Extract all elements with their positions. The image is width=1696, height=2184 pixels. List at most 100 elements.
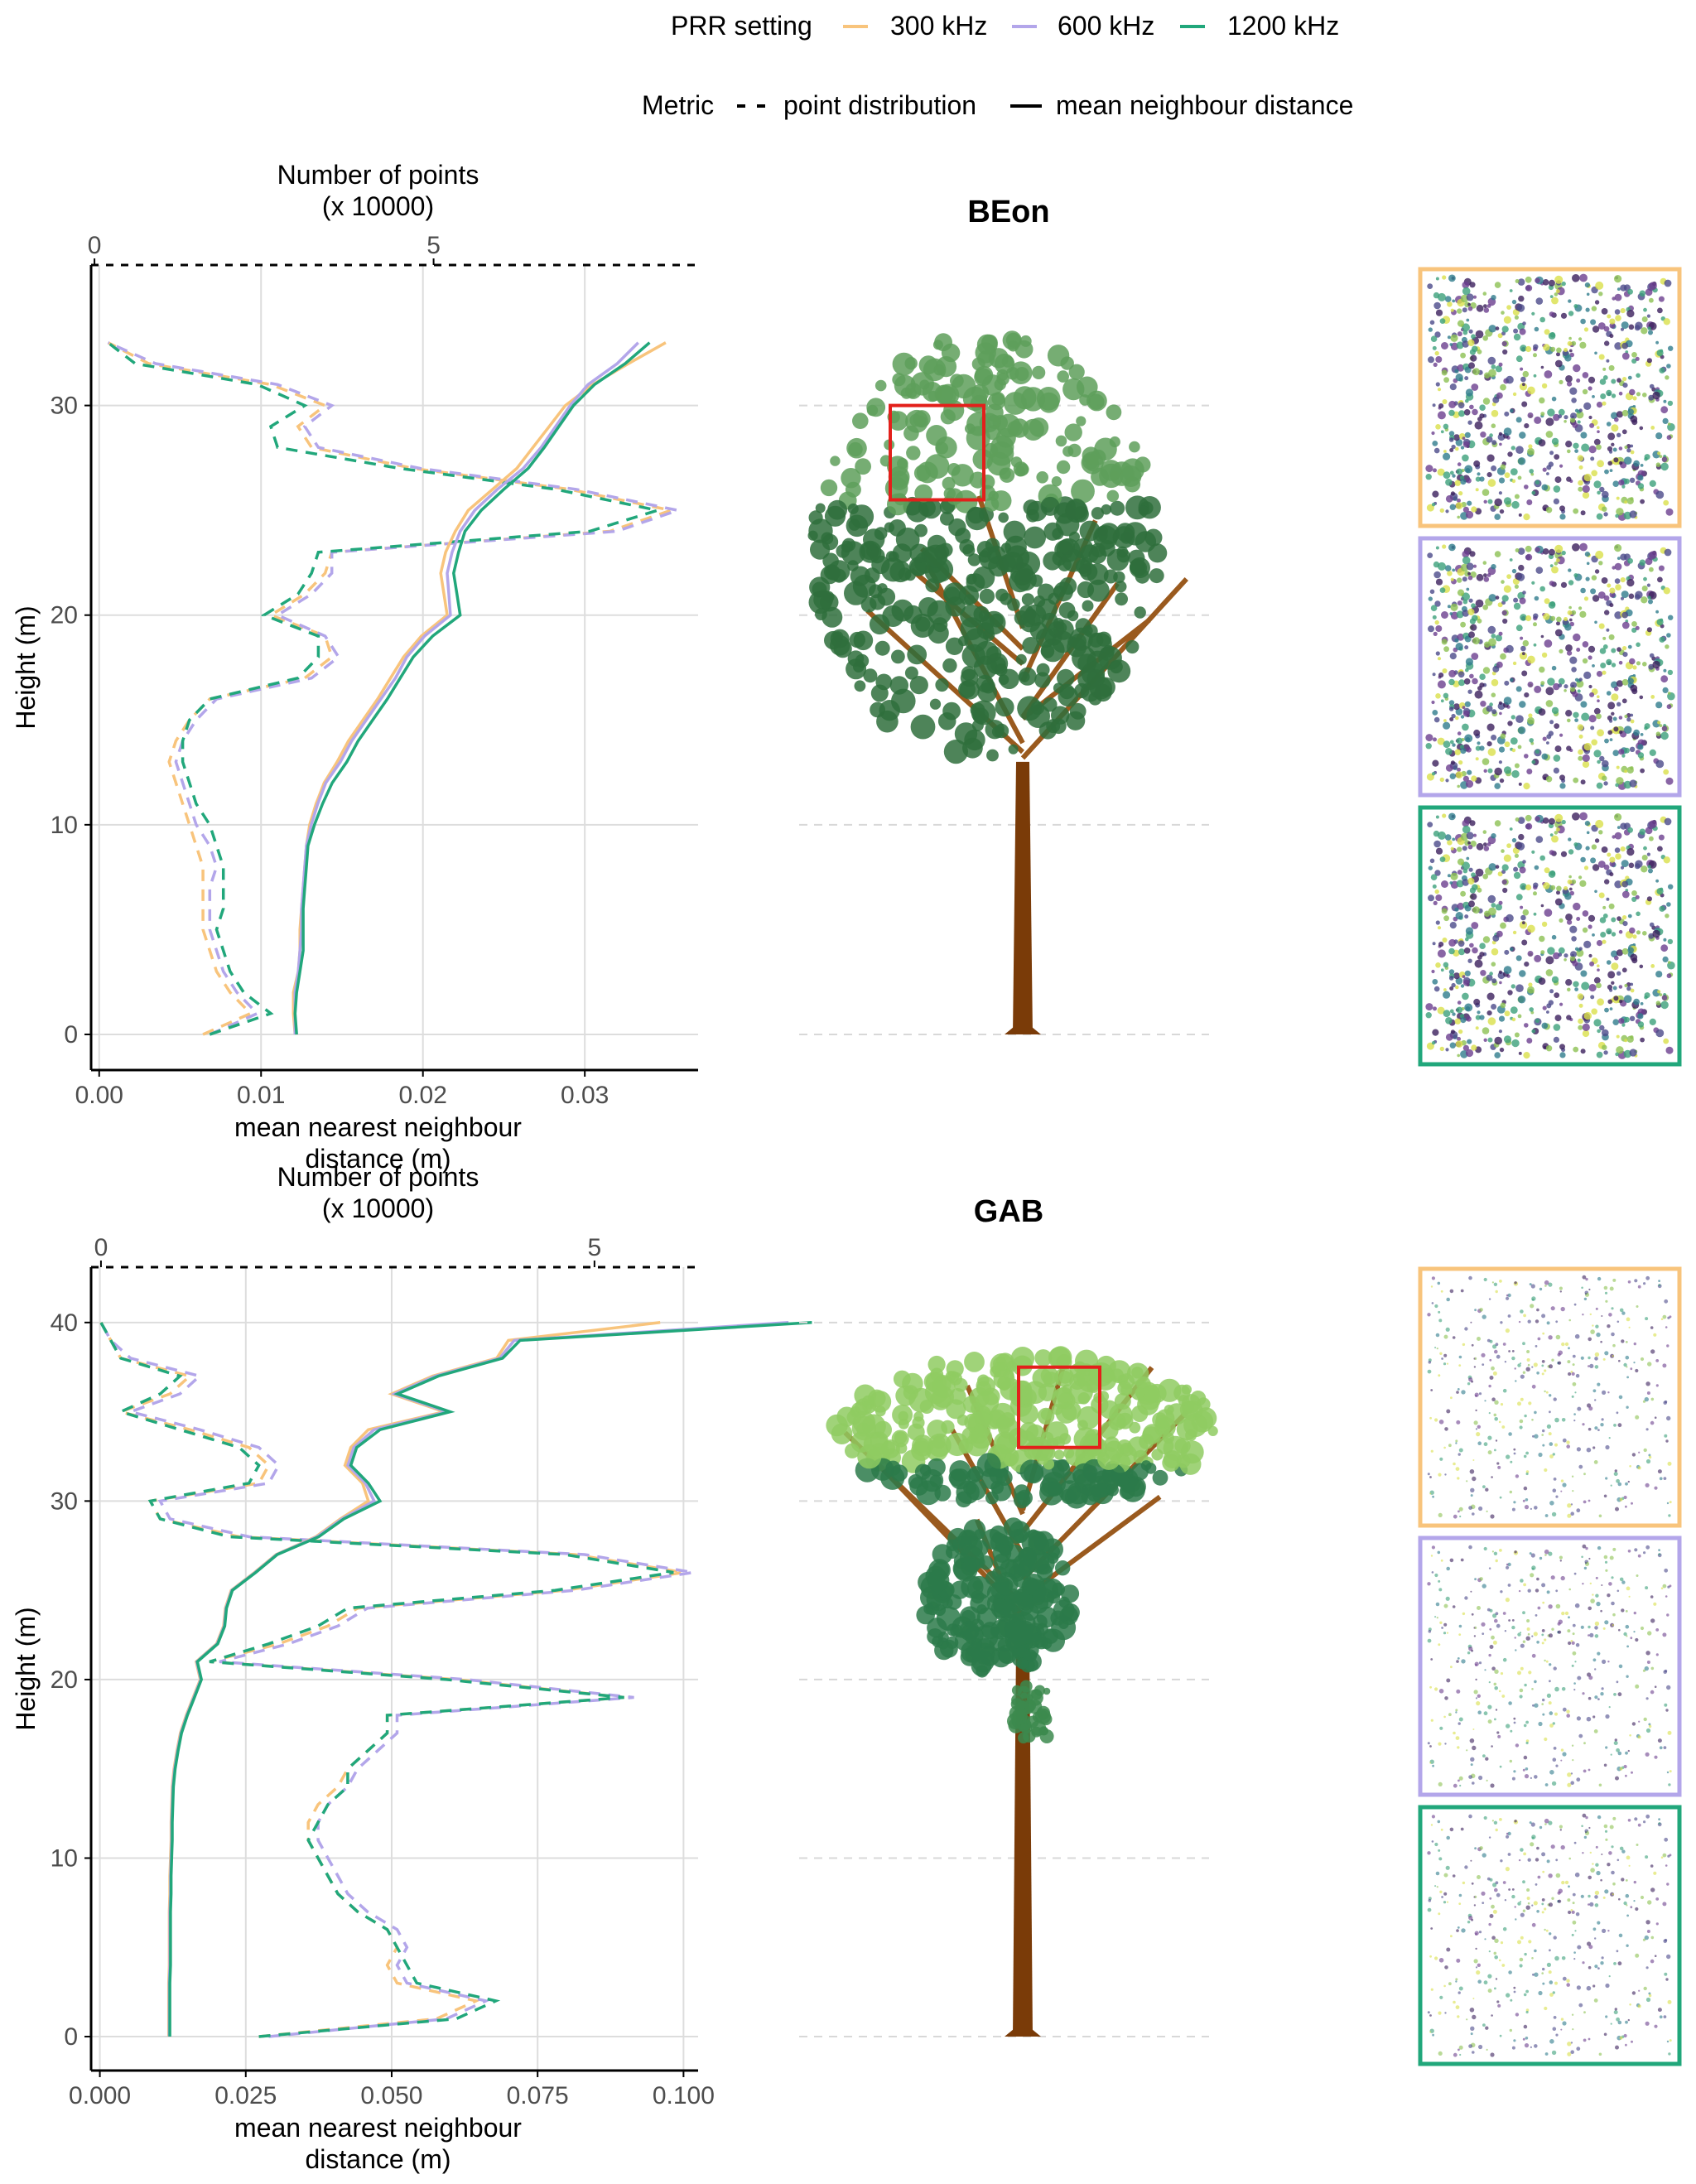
detail-point <box>1630 444 1634 448</box>
detail-point <box>1578 480 1583 486</box>
tree-leaf-cluster <box>986 749 999 762</box>
detail-point <box>1534 1972 1539 1977</box>
detail-point <box>1619 1308 1624 1313</box>
detail-point <box>1640 1037 1645 1043</box>
detail-point <box>1511 769 1520 779</box>
detail-point <box>1654 2024 1658 2028</box>
detail-point <box>1614 955 1619 961</box>
detail-point <box>1482 605 1488 610</box>
detail-point <box>1443 1362 1447 1366</box>
detail-point <box>1543 1045 1547 1049</box>
tree-leaf-cluster <box>929 698 942 710</box>
detail-point <box>1494 767 1502 776</box>
detail-point <box>1511 1777 1515 1781</box>
detail-point <box>1452 568 1456 572</box>
detail-point <box>1626 1904 1628 1907</box>
detail-point <box>1488 1653 1491 1657</box>
detail-point <box>1462 706 1466 710</box>
detail-point <box>1439 1352 1443 1356</box>
detail-point <box>1603 1285 1608 1290</box>
detail-point <box>1549 1980 1554 1984</box>
detail-point <box>1431 700 1435 705</box>
detail-point <box>1489 1645 1494 1649</box>
detail-point <box>1611 1601 1615 1606</box>
detail-point <box>1650 1666 1655 1671</box>
detail-point <box>1470 2032 1473 2036</box>
detail-point <box>1522 639 1530 647</box>
detail-point <box>1602 1390 1607 1395</box>
detail-point <box>1448 431 1455 436</box>
detail-point <box>1425 1012 1432 1019</box>
tree-leaf-cluster <box>1009 1621 1033 1646</box>
series-nnd-300khz <box>292 341 667 1035</box>
detail-point <box>1593 1019 1602 1027</box>
detail-point <box>1664 548 1672 557</box>
detail-point <box>1645 1545 1650 1550</box>
detail-point <box>1595 1576 1598 1579</box>
legend-label-solid: mean neighbour distance <box>1056 90 1353 120</box>
detail-point <box>1525 284 1533 292</box>
detail-point <box>1604 738 1609 744</box>
detail-point <box>1450 577 1454 581</box>
detail-point <box>1529 469 1534 474</box>
detail-point <box>1588 1499 1591 1502</box>
tree-leaf-cluster <box>980 1646 1000 1666</box>
tree-trunk <box>1013 761 1033 1034</box>
detail-point <box>1477 472 1481 476</box>
detail-point <box>1434 1347 1437 1349</box>
detail-point <box>1505 1598 1510 1603</box>
tree-leaf-cluster <box>1087 579 1110 602</box>
detail-point <box>1495 1828 1498 1832</box>
detail-point <box>1478 1392 1482 1396</box>
detail-point <box>1458 1776 1463 1781</box>
detail-point <box>1456 1006 1463 1014</box>
detail-point <box>1483 499 1487 504</box>
detail-point <box>1558 1361 1562 1365</box>
detail-point <box>1542 548 1549 555</box>
detail-point <box>1572 691 1578 697</box>
detail-point <box>1475 757 1479 761</box>
detail-point <box>1583 742 1592 751</box>
tree-leaf-cluster <box>1062 446 1074 457</box>
detail-point <box>1546 1321 1550 1325</box>
detail-point <box>1549 1724 1554 1728</box>
detail-point <box>1443 991 1451 999</box>
detail-point <box>1527 1363 1530 1367</box>
detail-point <box>1527 986 1535 994</box>
detail-point <box>1569 387 1578 395</box>
tree-leaf-cluster <box>1081 1487 1100 1506</box>
detail-point <box>1638 1720 1641 1723</box>
detail-point <box>1486 454 1495 462</box>
detail-point <box>1594 1352 1600 1357</box>
detail-point <box>1630 1637 1633 1640</box>
detail-point <box>1551 835 1559 843</box>
detail-point <box>1571 879 1577 885</box>
detail-point <box>1486 573 1491 577</box>
detail-point <box>1457 902 1465 910</box>
detail-point <box>1466 1016 1472 1022</box>
detail-point <box>1660 1587 1664 1589</box>
detail-point <box>1502 349 1508 355</box>
tree-leaf-cluster <box>933 1603 947 1617</box>
detail-point <box>1628 324 1635 330</box>
detail-point <box>1507 990 1513 996</box>
y-tick-label: 10 <box>51 812 78 839</box>
detail-point <box>1511 837 1517 843</box>
detail-point <box>1645 1966 1649 1969</box>
detail-point <box>1596 940 1603 947</box>
detail-point <box>1548 1820 1553 1825</box>
detail-point <box>1429 1476 1432 1478</box>
detail-point <box>1611 663 1616 668</box>
detail-point <box>1519 970 1526 977</box>
detail-point <box>1559 505 1565 512</box>
detail-point <box>1470 1763 1473 1767</box>
detail-point <box>1669 2039 1672 2042</box>
tree-leaf-cluster <box>1125 639 1140 654</box>
detail-point <box>1487 479 1496 487</box>
detail-point <box>1597 861 1606 868</box>
detail-point <box>1630 766 1634 770</box>
detail-point <box>1462 723 1469 731</box>
detail-point <box>1632 934 1637 939</box>
detail-point <box>1555 1495 1559 1498</box>
detail-point <box>1530 1507 1532 1510</box>
